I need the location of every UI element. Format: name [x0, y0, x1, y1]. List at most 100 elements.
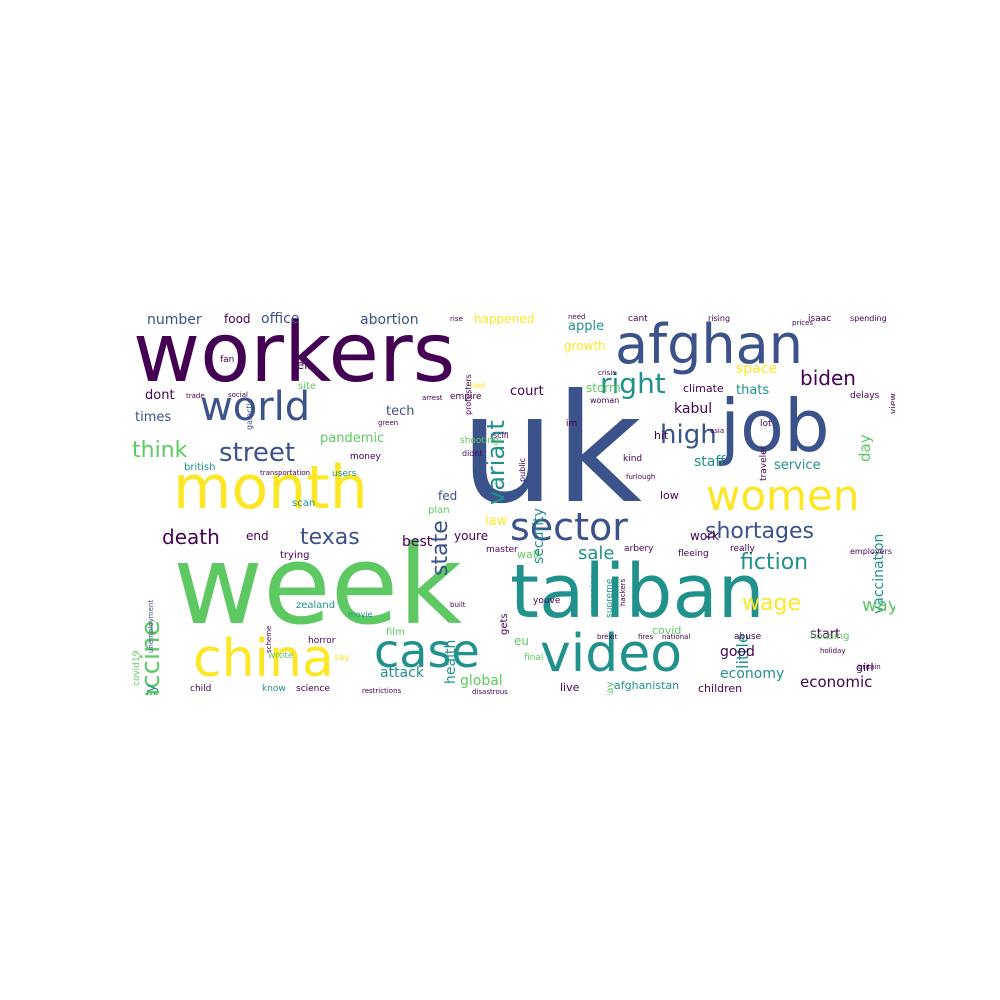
word-high: high	[660, 420, 717, 450]
word-afghan: afghan	[615, 313, 803, 376]
word-good: good	[720, 644, 755, 660]
word-eu: eu	[514, 634, 529, 648]
word-work: work	[690, 529, 720, 543]
word-asia: asia	[710, 427, 725, 435]
word-know: know	[262, 684, 286, 694]
word-really: really	[730, 544, 755, 554]
word-youre: youre	[454, 529, 489, 543]
word-uk: uk	[460, 363, 642, 537]
word-youve: youve	[533, 596, 561, 606]
word-death: death	[162, 525, 220, 549]
word-property: property	[143, 684, 159, 695]
word-arbery: arbery	[624, 544, 654, 554]
word-say: say	[334, 653, 350, 663]
word-economy: economy	[720, 666, 785, 682]
word-galactic: galactic	[245, 398, 254, 430]
word-woman: woman	[590, 396, 620, 405]
word-fan: fan	[220, 355, 235, 365]
word-social: social	[228, 391, 248, 399]
word-happened: happened	[474, 312, 535, 326]
word-china: china	[193, 629, 334, 689]
word-pandemic: pandemic	[320, 431, 385, 446]
word-national: national	[662, 633, 691, 641]
word-zealand: zealand	[296, 600, 336, 611]
word-cloud: uk week workers job month taliban afghan china v…	[125, 305, 895, 695]
word-tech: tech	[386, 404, 415, 419]
word-week: week	[173, 521, 463, 649]
word-spending: spending	[850, 314, 887, 323]
word-scan: scan	[292, 498, 316, 509]
word-texas: texas	[300, 525, 360, 550]
word-lot: lot	[760, 419, 772, 429]
word-covid19: covid19	[132, 650, 142, 686]
word-job: job	[720, 384, 830, 468]
word-climate: climate	[683, 382, 724, 395]
word-office: office	[261, 311, 300, 327]
word-film: film	[386, 627, 405, 638]
word-scifi: scifi	[493, 431, 509, 440]
word-view: view	[889, 393, 895, 414]
word-global: global	[460, 673, 503, 689]
word-growth: growth	[564, 339, 606, 353]
word-day: day	[856, 434, 874, 462]
word-scheme: scheme	[265, 625, 273, 653]
word-britain: britain	[858, 663, 881, 671]
word-fiction: fiction	[740, 550, 809, 575]
word-housing: housing	[810, 631, 850, 642]
word-afghanistan: afghanistan	[614, 679, 680, 692]
word-service: service	[774, 458, 821, 473]
word-green: green	[378, 419, 399, 427]
word-right: right	[600, 367, 666, 400]
word-trade: trade	[186, 392, 205, 400]
word-girl: girl	[856, 661, 874, 674]
word-trying: trying	[280, 550, 310, 561]
word-way: way	[862, 595, 895, 616]
word-wage: wage	[742, 591, 801, 616]
word-biden: biden	[800, 366, 856, 390]
word-sector: sector	[510, 505, 628, 549]
word-child: child	[190, 684, 212, 694]
word-need: need	[568, 313, 586, 321]
word-unemployment: unemployment	[147, 599, 155, 653]
word-site: site	[298, 381, 317, 392]
word-low: low	[660, 489, 679, 502]
word-times: times	[135, 410, 172, 425]
word-kind: kind	[623, 454, 643, 464]
word-shooting: shooting	[460, 436, 499, 446]
word-end: end	[246, 529, 269, 543]
word-empire: empire	[450, 392, 482, 402]
word-users: users	[332, 469, 357, 479]
word-court: court	[510, 384, 544, 399]
word-fleeing: fleeing	[678, 549, 709, 559]
word-horror: horror	[308, 636, 336, 646]
word-best: best	[402, 534, 433, 550]
word-furlough: furlough	[626, 473, 656, 481]
word-video: video	[540, 624, 683, 684]
word-kabul: kabul	[674, 401, 713, 417]
word-covid: covid	[652, 624, 682, 637]
word-taliban: taliban	[510, 549, 765, 635]
word-live: live	[560, 681, 580, 694]
word-arrest: arrest	[422, 394, 443, 402]
word-holiday: holiday	[820, 647, 846, 655]
word-employers: employers	[850, 547, 893, 556]
word-wall: wall	[517, 548, 539, 561]
word-law: law	[485, 514, 508, 529]
word-attack: attack	[380, 665, 424, 681]
word-hackers: hackers	[619, 578, 627, 606]
word-cant: cant	[628, 314, 648, 324]
word-brexit: brexit	[597, 633, 618, 641]
word-rising: rising	[708, 314, 731, 323]
word-world: world	[200, 384, 311, 430]
word-hed: hed	[470, 381, 486, 390]
word-apple: apple	[568, 319, 605, 334]
word-supreme: supreme	[605, 578, 615, 618]
word-rise: rise	[450, 315, 463, 323]
word-tell: tell	[292, 358, 311, 372]
word-think: think	[132, 438, 188, 463]
word-hit: hit	[654, 429, 669, 442]
word-women: women	[706, 471, 860, 520]
word-gets: gets	[499, 613, 510, 635]
word-movie: movie	[348, 610, 373, 619]
word-abortion: abortion	[360, 312, 419, 328]
